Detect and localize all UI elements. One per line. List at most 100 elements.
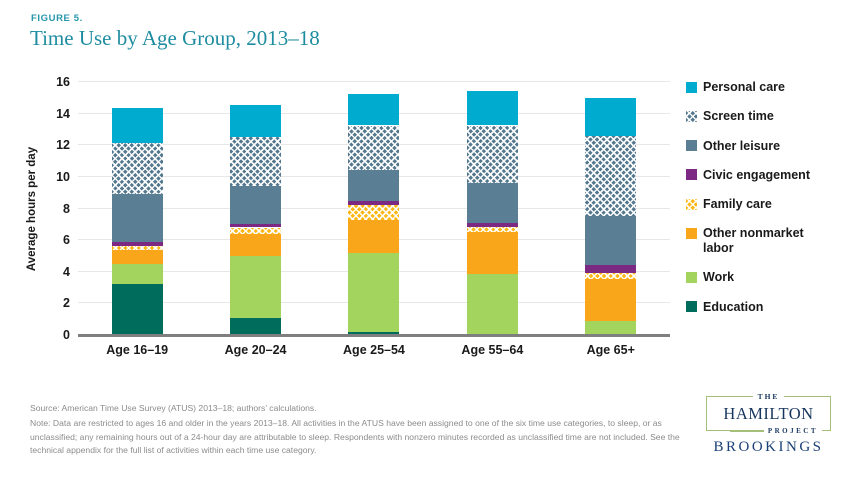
y-tick-label-14: 14	[56, 106, 70, 121]
segment-screen-time	[585, 135, 637, 216]
legend-item-screen-time: Screen time	[686, 109, 836, 124]
segment-work	[230, 255, 282, 318]
x-axis-line	[78, 334, 670, 337]
segment-other-leisure	[111, 194, 163, 242]
segment-personal-care	[230, 104, 282, 137]
segment-screen-time	[111, 142, 163, 195]
x-label-3: Age 25–54	[343, 343, 405, 357]
bar-age-16-19	[111, 82, 163, 335]
legend-swatch-icon	[686, 140, 697, 151]
segment-other-nonmarket-labor	[348, 220, 400, 253]
hamilton-brookings-logo: THE HAMILTON PROJECT BROOKINGS	[706, 392, 831, 456]
segment-work	[111, 263, 163, 285]
segment-other-leisure	[466, 183, 518, 223]
bar-age-25-54	[348, 82, 400, 335]
segment-personal-care	[348, 93, 400, 126]
legend-item-other-leisure: Other leisure	[686, 139, 836, 154]
segment-civic-engagement	[111, 241, 163, 246]
segment-screen-time	[348, 125, 400, 170]
source-line: Source: American Time Use Survey (ATUS) …	[30, 403, 317, 413]
hamilton-project-logo: THE HAMILTON PROJECT	[706, 392, 831, 435]
segment-education	[230, 317, 282, 335]
bars-layer	[78, 82, 670, 335]
legend-swatch-icon	[686, 81, 697, 93]
y-tick-label-0: 0	[63, 328, 70, 342]
y-tick-label-2: 2	[63, 296, 70, 311]
legend-item-other-nonmarket-labor: Other nonmarket labor	[686, 226, 836, 256]
bar-age-65+	[585, 82, 637, 335]
y-tick-label-12: 12	[56, 138, 70, 153]
x-label-2: Age 20–24	[224, 343, 287, 357]
chart-area: Average hours per day 0 2 4 6 8 10 12 14 16 Age …	[26, 72, 678, 364]
segment-civic-engagement	[585, 264, 637, 273]
legend-label: Education	[703, 299, 764, 314]
footer-notes: Source: American Time Use Survey (ATUS) …	[30, 402, 680, 457]
page-title: Time Use by Age Group, 2013–18	[30, 26, 320, 50]
logo-hamilton-text: HAMILTON	[723, 404, 814, 423]
y-tick-label-16: 16	[56, 75, 70, 89]
segment-personal-care	[585, 97, 637, 136]
legend-swatch-icon	[686, 169, 697, 181]
segment-family-care	[466, 227, 518, 233]
segment-education	[111, 284, 163, 335]
segment-other-leisure	[585, 215, 637, 265]
segment-other-nonmarket-labor	[585, 278, 637, 321]
bar-age-55-64	[466, 82, 518, 335]
y-tick-label-4: 4	[63, 264, 70, 279]
logo-the-text: THE	[752, 392, 785, 401]
legend-label: Personal care	[703, 80, 785, 94]
legend-swatch-icon	[686, 198, 697, 210]
y-tick-label-10: 10	[56, 169, 70, 184]
legend-label: Other leisure	[703, 138, 781, 153]
segment-family-care	[348, 205, 400, 221]
legend-label: Work	[703, 270, 735, 285]
legend-item-education: Education	[686, 300, 836, 315]
figure-label: FIGURE 5.	[31, 13, 83, 24]
x-label-4: Age 55–64	[461, 343, 524, 357]
segment-other-nonmarket-labor	[230, 233, 282, 256]
y-tick-label-6: 6	[63, 233, 70, 248]
plot-area: Average hours per day 0 2 4 6 8 10 12 14 16 Age …	[26, 75, 670, 357]
legend-label: Screen time	[703, 109, 774, 124]
brookings-logo-text: BROOKINGS	[713, 439, 824, 455]
legend-swatch-icon	[686, 110, 697, 122]
legend: Personal care Screen time Other leisure Civ…	[686, 80, 836, 329]
segment-personal-care	[111, 108, 163, 143]
logo-project-text: PROJECT	[729, 427, 822, 435]
legend-item-work: Work	[686, 270, 836, 285]
legend-swatch-icon	[686, 227, 697, 239]
segment-screen-time	[466, 125, 518, 184]
note-line: Note: Data are restricted to ages 16 and…	[30, 418, 680, 455]
legend-label: Civic engagement	[703, 167, 810, 182]
legend-swatch-icon	[686, 301, 697, 312]
segment-other-nonmarket-labor	[111, 250, 163, 264]
y-axis-title: Average hours per day	[26, 146, 38, 271]
x-label-1: Age 16–19	[106, 343, 169, 357]
segment-work	[348, 252, 400, 332]
segment-education	[348, 331, 400, 335]
segment-family-care	[111, 245, 163, 251]
gridline-16	[78, 81, 670, 82]
legend-swatch-icon	[686, 271, 697, 283]
segment-family-care	[230, 227, 282, 234]
segment-screen-time	[230, 136, 282, 187]
segment-civic-engagement	[466, 222, 518, 228]
x-axis-labels: Age 16–19 Age 20–24 Age 25–54 Age 55–64 Age …	[78, 343, 670, 357]
segment-civic-engagement	[230, 224, 282, 228]
segment-other-leisure	[348, 169, 400, 202]
segment-personal-care	[466, 90, 518, 126]
segment-other-nonmarket-labor	[466, 232, 518, 275]
segment-family-care	[585, 272, 637, 279]
bar-age-20-24	[230, 82, 282, 335]
x-label-5: Age 65+	[586, 343, 635, 357]
segment-work	[585, 320, 637, 335]
legend-label: Other nonmarket labor	[703, 226, 804, 255]
segment-other-leisure	[230, 186, 282, 225]
segment-civic-engagement	[348, 201, 400, 206]
legend-label: Family care	[703, 197, 772, 211]
y-tick-label-8: 8	[63, 201, 70, 216]
legend-item-family-care: Family care	[686, 197, 836, 212]
legend-item-personal-care: Personal care	[686, 80, 836, 95]
segment-work	[466, 274, 518, 335]
